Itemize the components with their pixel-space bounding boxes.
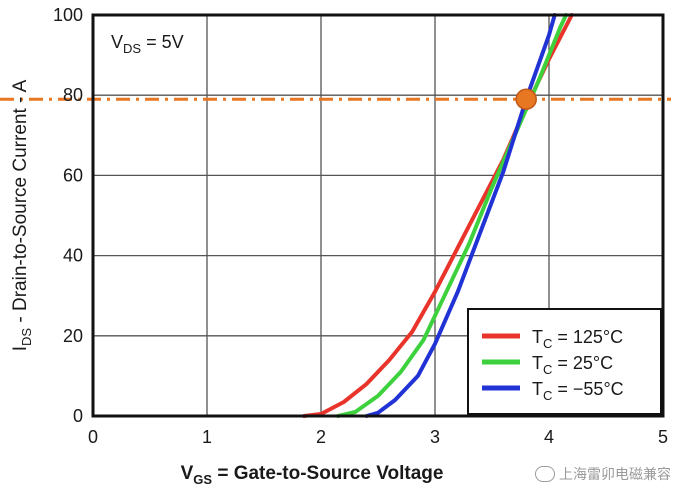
y-tick-label-5: 100 xyxy=(53,5,83,25)
wechat-icon xyxy=(535,466,555,482)
x-tick-labels: 0 1 2 3 4 5 xyxy=(88,427,668,447)
marker-group xyxy=(515,88,537,110)
y-axis-title: IDS - Drain-to-Source Current - A xyxy=(10,79,34,351)
y-tick-labels: 0 20 40 60 80 100 xyxy=(53,5,83,426)
x-tick-label-5: 5 xyxy=(658,427,668,447)
y-tick-label-1: 20 xyxy=(63,326,83,346)
x-tick-label-4: 4 xyxy=(544,427,554,447)
y-tick-label-0: 0 xyxy=(73,406,83,426)
legend-label-0: TC = 125°C xyxy=(532,327,623,351)
series-line-1 xyxy=(336,13,569,418)
y-tick-label-2: 40 xyxy=(63,246,83,266)
x-axis-title: VGS = Gate-to-Source Voltage xyxy=(181,463,444,487)
y-tick-label-3: 60 xyxy=(63,165,83,185)
plot-frame xyxy=(91,13,665,418)
y-tick-label-4: 80 xyxy=(63,85,83,105)
intersection-marker xyxy=(515,88,537,110)
watermark: 上海雷卯电磁兼容 xyxy=(535,464,671,484)
legend-label-1: TC = 25°C xyxy=(532,353,613,377)
x-tick-label-0: 0 xyxy=(88,427,98,447)
grid-lines xyxy=(93,15,663,416)
legend-label-2: TC = −55°C xyxy=(532,379,624,403)
watermark-text: 上海雷卯电磁兼容 xyxy=(559,467,671,483)
series-line-2 xyxy=(364,13,557,418)
vds-annotation: VDS = 5V xyxy=(111,32,184,56)
x-tick-label-1: 1 xyxy=(202,427,212,447)
legend: TC = 125°CTC = 25°CTC = −55°C xyxy=(467,308,662,415)
x-tick-label-3: 3 xyxy=(430,427,440,447)
x-tick-label-2: 2 xyxy=(316,427,326,447)
